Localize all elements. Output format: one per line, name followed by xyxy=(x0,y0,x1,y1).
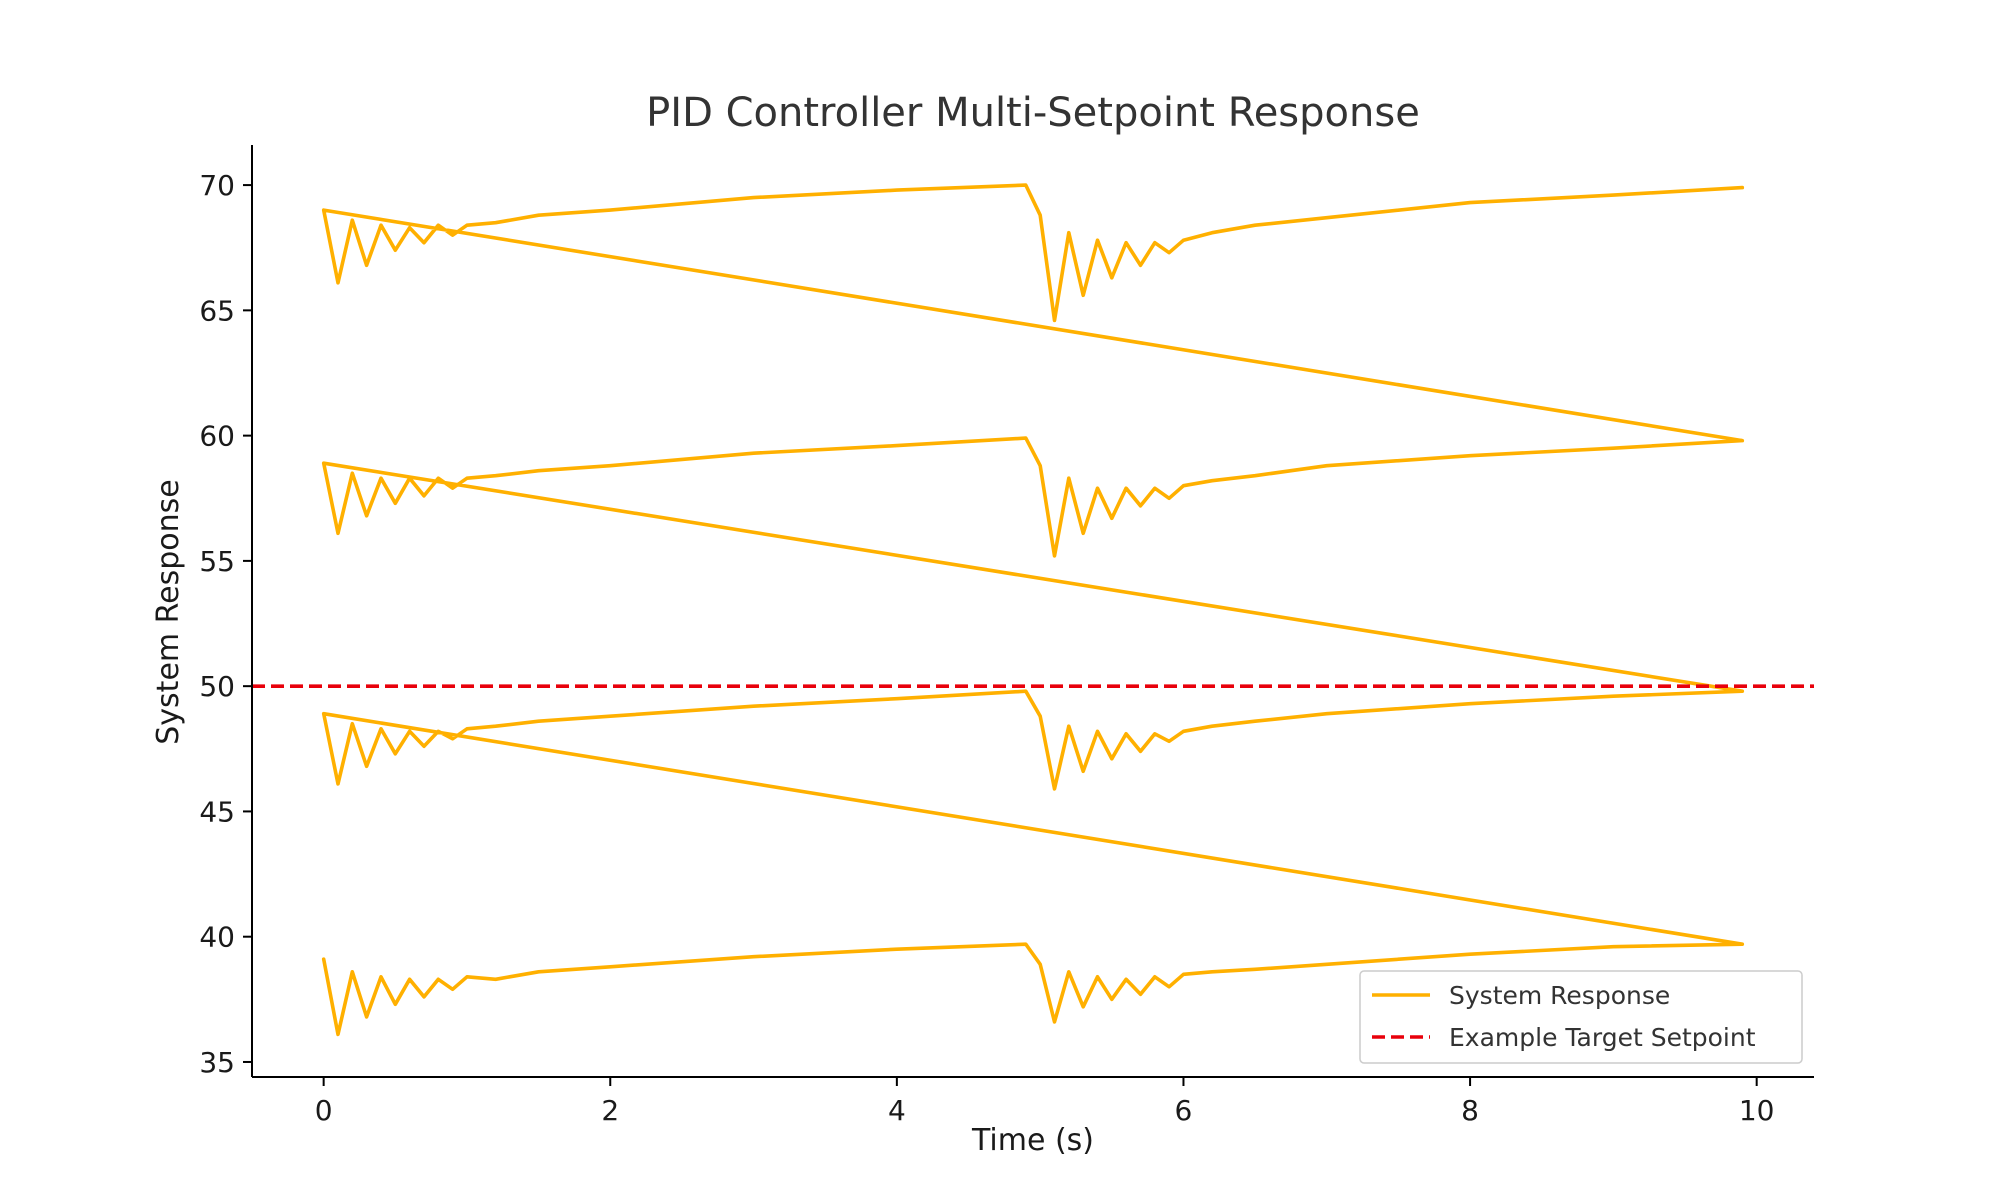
x-tick-label: 10 xyxy=(1739,1094,1775,1127)
x-tick-label: 0 xyxy=(315,1094,333,1127)
y-tick-label: 50 xyxy=(199,670,235,703)
y-tick-label: 65 xyxy=(199,294,235,327)
legend-entry-label: System Response xyxy=(1449,981,1670,1010)
y-tick-label: 60 xyxy=(199,420,235,453)
x-tick-label: 8 xyxy=(1461,1094,1479,1127)
y-tick-label: 55 xyxy=(199,545,235,578)
x-tick-label: 6 xyxy=(1175,1094,1193,1127)
legend-entry-label: Example Target Setpoint xyxy=(1449,1023,1756,1052)
y-tick-label: 45 xyxy=(199,795,235,828)
y-tick-label: 70 xyxy=(199,169,235,202)
plot-area xyxy=(252,183,1814,1037)
axes: 0 2 4 6 8 10 35 40 45 50 55 60 65 70 xyxy=(199,145,1814,1127)
legend-box xyxy=(1359,970,1803,1064)
x-axis-label: Time (s) xyxy=(971,1123,1094,1158)
x-tick-label: 2 xyxy=(601,1094,619,1127)
y-tick-label: 35 xyxy=(199,1046,235,1079)
legend: System Response Example Target Setpoint xyxy=(1359,970,1803,1064)
response-line xyxy=(321,183,1745,1037)
chart-title: PID Controller Multi-Setpoint Response xyxy=(646,90,1420,136)
x-tick-label: 4 xyxy=(888,1094,906,1127)
y-axis-label: System Response xyxy=(151,479,186,745)
y-tick-label: 40 xyxy=(199,921,235,954)
